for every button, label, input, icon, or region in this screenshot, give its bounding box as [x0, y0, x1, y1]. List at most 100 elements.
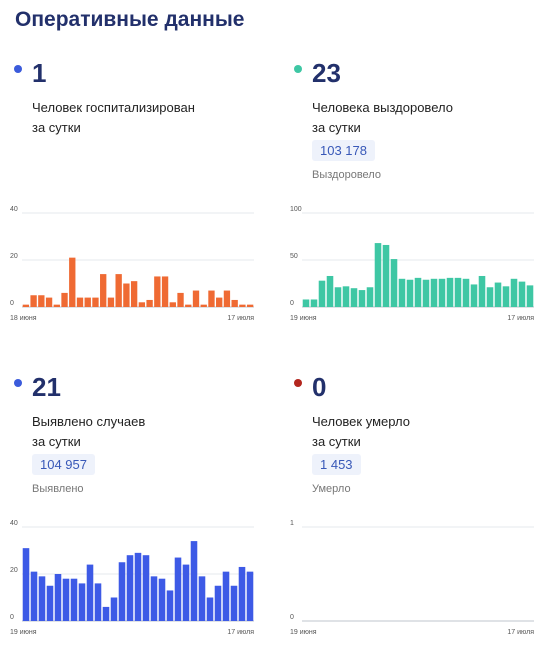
detected-chart-svg: 0 20 40 19 июня 17 июля: [10, 520, 254, 636]
detected-caption: Выявлено случаев за сутки: [32, 412, 145, 452]
bar: [185, 304, 192, 307]
bar: [130, 281, 138, 307]
bar: [22, 304, 30, 307]
bar: [76, 297, 84, 307]
recovered-count: 23: [312, 58, 341, 88]
deaths-count: 0: [312, 372, 327, 402]
bar: [158, 578, 166, 621]
bar: [53, 304, 60, 307]
y-tick-label: 100: [290, 206, 302, 213]
recovered-total-badge: 103 178: [312, 140, 375, 161]
hospitalized-count: 1: [32, 58, 47, 88]
bar: [110, 597, 118, 621]
bar: [62, 578, 70, 621]
bar: [238, 566, 246, 621]
bar: [200, 304, 207, 307]
bar: [382, 244, 390, 307]
bar: [190, 541, 198, 621]
bar: [69, 257, 76, 307]
detected-count: 21: [32, 372, 61, 402]
bar: [454, 277, 462, 307]
bar: [102, 606, 110, 621]
caption-line: за сутки: [32, 434, 81, 449]
x-start-label: 19 июня: [10, 629, 37, 636]
bar: [100, 274, 107, 307]
caption-line: за сутки: [312, 434, 361, 449]
bar: [310, 299, 318, 307]
bar: [502, 286, 510, 307]
bar: [223, 290, 231, 307]
y-tick-label: 1: [290, 520, 294, 527]
recovered-total-label: Выздоровело: [312, 169, 381, 181]
y-tick-label: 20: [10, 567, 18, 574]
bar: [406, 279, 414, 307]
deaths-total-badge: 1 453: [312, 454, 361, 475]
bar: [61, 292, 68, 307]
bar: [230, 585, 238, 621]
bar: [107, 297, 115, 307]
recovered-chart-svg: 0 50 100 19 июня 17 июля: [290, 206, 534, 322]
bar: [45, 297, 53, 307]
caption-line: Человек госпитализирован: [32, 100, 195, 115]
bar: [222, 571, 230, 621]
caption-line: Выявлено случаев: [32, 414, 146, 429]
bar: [46, 585, 54, 621]
bar: [462, 278, 470, 307]
bar: [208, 290, 215, 307]
bar: [22, 548, 30, 621]
bar: [206, 597, 214, 621]
bar: [398, 278, 406, 307]
x-start-label: 18 июня: [10, 315, 37, 322]
detected-total-badge: 104 957: [32, 454, 95, 475]
bar: [70, 578, 78, 621]
bar: [526, 285, 534, 307]
bar: [154, 276, 161, 307]
bullet-dot: [294, 65, 302, 73]
bar: [326, 275, 334, 307]
bar: [146, 299, 153, 307]
bar: [366, 287, 374, 307]
y-tick-label: 20: [10, 253, 18, 260]
bar: [198, 576, 206, 621]
bar: [334, 287, 342, 307]
bar: [422, 279, 430, 307]
recovered-caption: Человека выздоровело за сутки: [312, 98, 453, 138]
bar: [174, 557, 182, 621]
bar: [446, 277, 454, 307]
bar: [38, 295, 45, 307]
recovered-chart: 0 50 100 19 июня 17 июля: [288, 205, 548, 335]
hospitalized-caption: Человек госпитализирован за сутки: [32, 98, 195, 138]
bar: [78, 583, 86, 621]
bar: [30, 295, 37, 307]
x-start-label: 19 июня: [290, 315, 317, 322]
x-end-label: 17 июля: [507, 629, 534, 636]
x-end-label: 17 июля: [507, 315, 534, 322]
bar: [30, 571, 38, 621]
bar: [92, 297, 99, 307]
bar: [54, 574, 62, 621]
x-start-label: 19 июня: [290, 629, 317, 636]
bullet-dot: [294, 379, 302, 387]
bar: [350, 288, 358, 307]
bar: [161, 276, 169, 307]
hospitalized-chart: 0 20 40 18 июня 17 июля: [8, 205, 268, 335]
bar: [84, 297, 91, 307]
bar: [302, 299, 310, 307]
bar: [318, 280, 326, 307]
deaths-chart: 0 1 19 июня 17 июля: [288, 519, 548, 649]
deaths-total-label: Умерло: [312, 483, 351, 495]
bar: [138, 302, 146, 307]
y-tick-label: 0: [10, 300, 14, 307]
hospitalized-chart-svg: 0 20 40 18 июня 17 июля: [10, 206, 254, 322]
bar: [94, 583, 102, 621]
bar: [123, 283, 130, 307]
deaths-caption: Человек умерло за сутки: [312, 412, 410, 452]
bar: [231, 299, 238, 307]
bar: [192, 290, 200, 307]
bar: [358, 290, 366, 307]
bar: [86, 564, 94, 621]
bar: [126, 555, 134, 621]
bar: [390, 259, 398, 307]
bar: [494, 282, 502, 307]
bar: [216, 297, 223, 307]
